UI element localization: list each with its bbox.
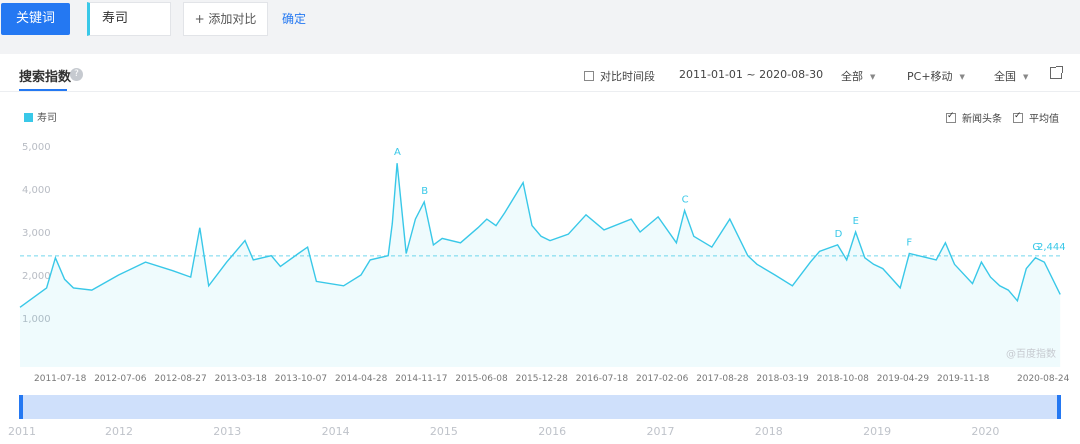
average-label: 平均值	[1029, 114, 1059, 125]
x-tick-label: 2014-11-17	[395, 374, 447, 384]
y-tick-label: 2,000	[22, 271, 51, 282]
scope-select[interactable]: 全部 ▼	[841, 68, 875, 84]
external-link-icon[interactable]	[1050, 66, 1063, 79]
y-tick-label: 4,000	[22, 185, 51, 196]
navigator-year-label: 2019	[863, 425, 891, 438]
keyword-button[interactable]: 关键词	[1, 3, 70, 35]
navigator-year-label: 2016	[538, 425, 566, 438]
x-tick-label: 2013-03-18	[215, 374, 268, 384]
annotation-marker-b[interactable]: B	[421, 186, 428, 197]
average-value-label: 2,444	[1037, 242, 1066, 253]
caret-down-icon: ▼	[870, 73, 876, 81]
search-index-panel: 搜索指数 ? 对比时间段 2011-01-01 ~ 2020-08-30 全部 ▼…	[0, 54, 1080, 444]
x-tick-label: 2013-10-07	[275, 374, 327, 384]
caret-down-icon: ▼	[959, 73, 965, 81]
x-tick-label: 2016-07-18	[576, 374, 629, 384]
tab-divider	[0, 91, 1080, 92]
x-tick-label: 2019-04-29	[877, 374, 930, 384]
chart-legend[interactable]: 寿司	[24, 109, 57, 124]
annotation-marker-g[interactable]: G	[1032, 242, 1040, 253]
x-tick-label: 2020-08-24	[1017, 374, 1070, 384]
legend-swatch	[24, 113, 33, 122]
x-tick-label: 2017-02-06	[636, 374, 689, 384]
x-tick-label: 2015-06-08	[455, 374, 508, 384]
caret-down-icon: ▼	[1023, 73, 1029, 81]
navigator-selection[interactable]	[21, 395, 1061, 419]
navigator-year-label: 2015	[430, 425, 458, 438]
navigator-year-label: 2014	[322, 425, 350, 438]
annotation-marker-d[interactable]: D	[835, 229, 843, 240]
y-tick-label: 3,000	[22, 228, 51, 239]
x-tick-label: 2012-08-27	[154, 374, 206, 384]
checkbox-icon[interactable]	[584, 71, 594, 81]
navigator-year-label: 2012	[105, 425, 133, 438]
time-range-navigator[interactable]	[19, 395, 1061, 419]
x-tick-label: 2011-07-18	[34, 374, 87, 384]
checkbox-checked-icon[interactable]	[1013, 111, 1023, 123]
scope-select-value: 全部	[841, 70, 863, 83]
checkbox-checked-icon[interactable]	[946, 111, 956, 123]
series-line[interactable]	[19, 163, 1061, 308]
navigator-year-label: 2011	[8, 425, 36, 438]
y-tick-label: 5,000	[22, 142, 51, 153]
navigator-year-label: 2018	[755, 425, 783, 438]
y-tick-label: 1,000	[22, 314, 51, 325]
active-tab-underline	[19, 89, 67, 91]
device-select[interactable]: PC+移动 ▼	[907, 68, 965, 84]
annotation-marker-a[interactable]: A	[394, 147, 401, 158]
keyword-input[interactable]: 寿司	[87, 2, 171, 36]
x-tick-label: 2017-08-28	[696, 374, 749, 384]
annotation-marker-e[interactable]: E	[853, 216, 859, 227]
compare-period-toggle[interactable]: 对比时间段	[584, 68, 655, 84]
legend-label: 寿司	[37, 113, 57, 124]
average-toggle[interactable]: 平均值	[1013, 110, 1059, 125]
annotation-marker-f[interactable]: F	[906, 238, 912, 249]
navigator-year-label: 2017	[647, 425, 675, 438]
region-select-value: 全国	[994, 70, 1016, 83]
series-area	[20, 163, 1061, 367]
add-compare-button[interactable]: + 添加对比	[183, 2, 268, 36]
watermark: @百度指数	[1006, 347, 1056, 360]
x-tick-label: 2018-10-08	[817, 374, 870, 384]
navigator-year-label: 2020	[971, 425, 999, 438]
navigator-year-label: 2013	[213, 425, 241, 438]
x-tick-label: 2015-12-28	[516, 374, 569, 384]
x-tick-label: 2018-03-19	[756, 374, 809, 384]
annotation-marker-c[interactable]: C	[682, 195, 689, 206]
news-label: 新闻头条	[962, 114, 1002, 125]
x-tick-label: 2014-04-28	[335, 374, 388, 384]
compare-period-label: 对比时间段	[600, 70, 655, 83]
news-toggle[interactable]: 新闻头条	[946, 110, 1002, 125]
question-icon[interactable]: ?	[70, 68, 83, 81]
confirm-link[interactable]: 确定	[282, 12, 307, 26]
region-select[interactable]: 全国 ▼	[994, 68, 1028, 84]
keyword-toolbar: 关键词 寿司 + 添加对比 确定	[0, 0, 1080, 54]
x-tick-label: 2012-07-06	[94, 374, 147, 384]
x-tick-label: 2019-11-18	[937, 374, 990, 384]
navigator-right-handle[interactable]	[1057, 395, 1061, 419]
navigator-left-handle[interactable]	[19, 395, 23, 419]
date-range-picker[interactable]: 2011-01-01 ~ 2020-08-30	[679, 68, 824, 81]
device-select-value: PC+移动	[907, 70, 953, 83]
tab-search-index[interactable]: 搜索指数	[19, 70, 72, 85]
